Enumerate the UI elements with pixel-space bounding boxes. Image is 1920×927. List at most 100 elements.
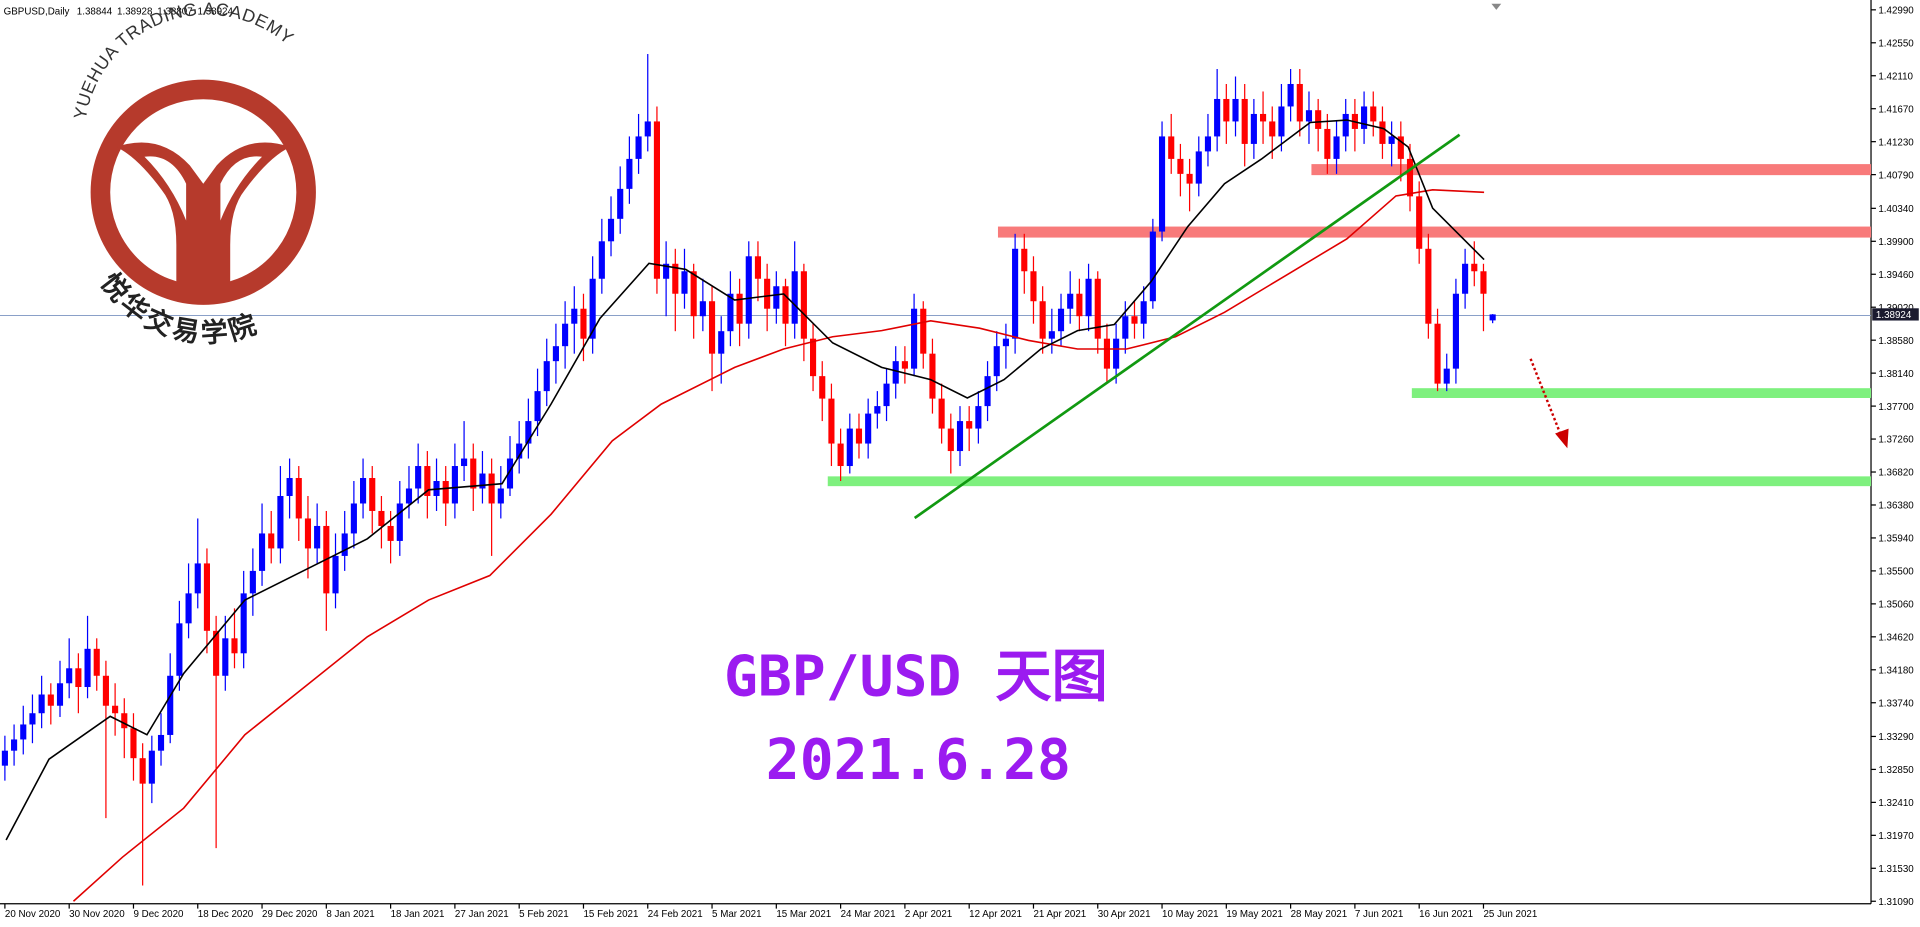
candle-body bbox=[488, 473, 495, 504]
x-tick-label: 24 Feb 2021 bbox=[648, 909, 703, 920]
y-tick-label: 1.37700 bbox=[1878, 402, 1914, 413]
x-tick-label: 30 Apr 2021 bbox=[1098, 909, 1151, 920]
candle-body bbox=[1462, 263, 1469, 294]
chart-subtitle: 2021.6.28 bbox=[766, 728, 1071, 793]
logo-ring bbox=[90, 79, 316, 305]
candle-body bbox=[1094, 278, 1101, 339]
candle-body bbox=[1214, 98, 1221, 137]
y-tick-label: 1.34180 bbox=[1878, 665, 1914, 676]
candle-body bbox=[993, 346, 1000, 377]
candle-body bbox=[286, 478, 293, 496]
candle-body bbox=[93, 648, 100, 676]
logo-emblem bbox=[116, 142, 291, 294]
candle-body bbox=[20, 724, 27, 740]
candle-body bbox=[1158, 136, 1166, 232]
candle-body bbox=[130, 728, 137, 759]
candle-body bbox=[1140, 301, 1147, 324]
candle-body bbox=[727, 293, 734, 332]
x-tick-label: 28 May 2021 bbox=[1291, 909, 1348, 920]
candle-body bbox=[525, 421, 532, 444]
x-tick-label: 20 Nov 2020 bbox=[5, 909, 61, 920]
candle-body bbox=[341, 533, 348, 556]
candle-body bbox=[956, 421, 964, 452]
candle-body bbox=[672, 263, 679, 294]
candle-body bbox=[745, 256, 752, 324]
candle-body bbox=[84, 648, 91, 688]
candle-body bbox=[892, 361, 899, 384]
candle-body bbox=[75, 668, 82, 688]
candle-body bbox=[1342, 113, 1349, 137]
candle-body bbox=[1397, 136, 1404, 159]
high-value: 1.38928 bbox=[117, 7, 153, 18]
candle-body bbox=[810, 338, 817, 377]
candle-body bbox=[589, 278, 596, 339]
trendline bbox=[913, 133, 1461, 520]
candle-body bbox=[213, 630, 220, 676]
price-tag bbox=[1872, 308, 1919, 321]
candle-body bbox=[571, 308, 578, 324]
x-tick-label: 27 Jan 2021 bbox=[455, 909, 509, 920]
candle-body bbox=[1149, 231, 1156, 302]
candle-body bbox=[1489, 314, 1496, 321]
y-tick-label: 1.41670 bbox=[1878, 104, 1914, 115]
candle-body bbox=[828, 398, 835, 444]
candle-body bbox=[607, 218, 615, 242]
candle-body bbox=[1296, 83, 1303, 122]
candle-body bbox=[534, 391, 541, 422]
y-tick-label: 1.36820 bbox=[1878, 468, 1914, 479]
candle-body bbox=[874, 406, 881, 414]
low-value: 1.38807 bbox=[157, 7, 192, 18]
y-tick-label: 1.38580 bbox=[1878, 336, 1914, 347]
candle-body bbox=[791, 271, 798, 324]
candle-body bbox=[635, 136, 642, 159]
x-tick-label: 30 Nov 2020 bbox=[69, 909, 125, 920]
candle-body bbox=[249, 570, 256, 594]
candle-body bbox=[1434, 323, 1441, 384]
candle-body bbox=[562, 323, 569, 347]
x-tick-label: 15 Mar 2021 bbox=[776, 909, 831, 920]
candle-body bbox=[424, 466, 431, 496]
y-tick-label: 1.32850 bbox=[1878, 765, 1914, 776]
candle-body bbox=[194, 563, 201, 594]
candle-body bbox=[773, 286, 780, 309]
candle-body bbox=[1333, 136, 1340, 159]
y-tick-label: 1.39900 bbox=[1878, 237, 1914, 248]
candle-body bbox=[819, 376, 826, 399]
candle-body bbox=[883, 383, 890, 407]
candle-body bbox=[231, 638, 238, 654]
candle-body bbox=[1406, 158, 1414, 197]
y-tick-label: 1.41230 bbox=[1878, 137, 1914, 148]
candle-body bbox=[681, 271, 688, 294]
y-tick-label: 1.42990 bbox=[1878, 6, 1914, 17]
candle-body bbox=[1076, 293, 1083, 317]
candle-body bbox=[387, 525, 394, 541]
candle-body bbox=[708, 301, 716, 354]
x-tick-label: 25 Jun 2021 bbox=[1483, 909, 1537, 920]
x-tick-label: 9 Dec 2020 bbox=[133, 909, 184, 920]
candle-body bbox=[1232, 98, 1239, 122]
candle-body bbox=[1030, 271, 1037, 302]
candle-body bbox=[314, 525, 321, 549]
price-tag-label: 1.38924 bbox=[1876, 310, 1912, 321]
candle-body bbox=[644, 121, 651, 137]
x-tick-label: 10 May 2021 bbox=[1162, 909, 1219, 920]
x-tick-label: 16 Jun 2021 bbox=[1419, 909, 1473, 920]
candle-body bbox=[1269, 121, 1276, 137]
header: GBPUSD,Daily 1.38844 1.38928 1.38807 1.38924 bbox=[4, 7, 234, 18]
candle-body bbox=[11, 739, 18, 751]
candle-body bbox=[580, 308, 587, 339]
candle-body bbox=[782, 286, 789, 324]
y-tick-label: 1.35060 bbox=[1878, 600, 1914, 611]
candle-body bbox=[552, 346, 559, 362]
candle-body bbox=[415, 466, 422, 489]
candle-body bbox=[626, 158, 633, 189]
candle-body bbox=[617, 188, 624, 219]
candle-body bbox=[929, 353, 936, 399]
candle-body bbox=[121, 713, 128, 729]
candle-body bbox=[461, 458, 468, 467]
moving-average-slow bbox=[72, 189, 1485, 902]
x-tick-label: 12 Apr 2021 bbox=[969, 909, 1022, 920]
y-tick-label: 1.32410 bbox=[1878, 798, 1914, 809]
forecast-arrowhead bbox=[1555, 428, 1569, 449]
x-tick-label: 18 Dec 2020 bbox=[198, 909, 254, 920]
